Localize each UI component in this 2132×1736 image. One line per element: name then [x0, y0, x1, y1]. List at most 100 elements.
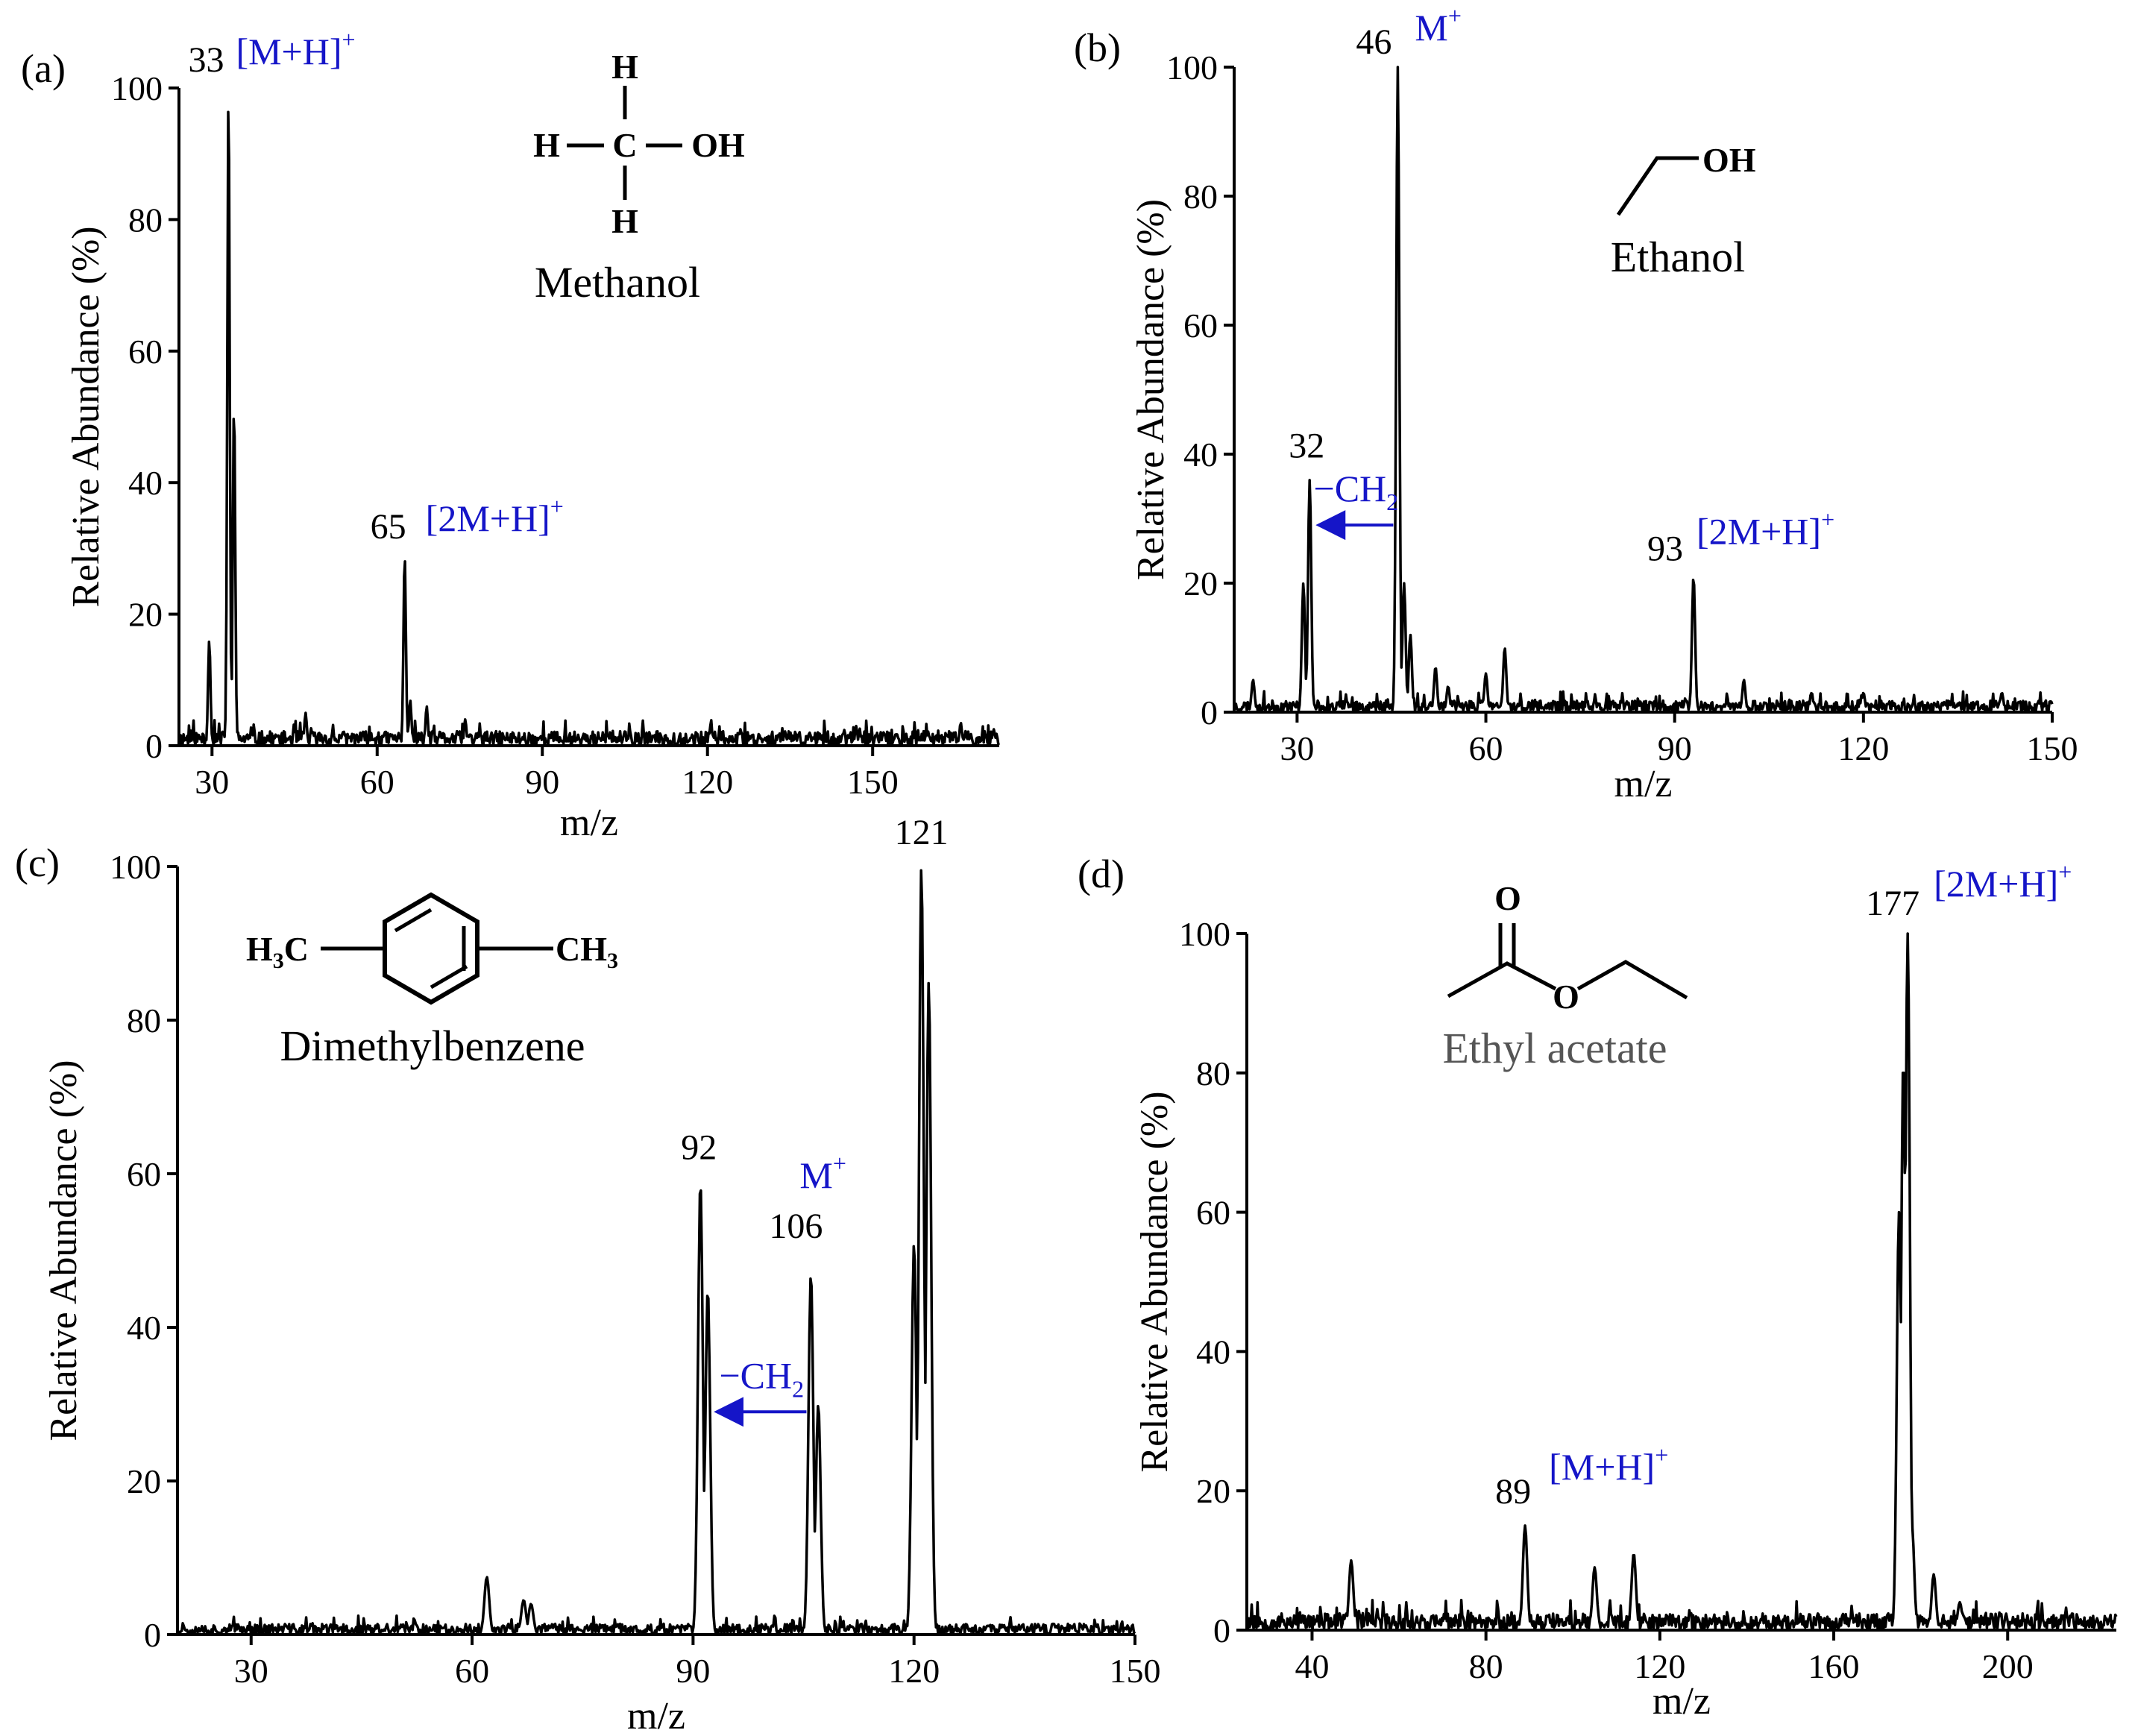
ion-formula: M — [799, 1154, 832, 1196]
y-tick-label: 40 — [127, 1309, 161, 1347]
x-tick-label: 60 — [360, 763, 394, 801]
x-tick-label: 120 — [1837, 729, 1889, 767]
y-tick-label: 60 — [127, 1155, 161, 1193]
y-tick-label: 0 — [144, 1616, 161, 1654]
structure-atom: CH3 — [556, 930, 618, 973]
loss-formula: −CH — [719, 1354, 792, 1396]
x-axis-label: m/z — [1614, 763, 1673, 805]
loss-subscript: 2 — [792, 1375, 804, 1402]
x-tick-label: 200 — [1982, 1647, 2034, 1685]
ion-charge: + — [2058, 858, 2072, 885]
structure-atom: C — [612, 126, 637, 164]
peak-mz-label: 121 — [895, 813, 949, 852]
peak-mz-label: 46 — [1356, 22, 1392, 62]
panel-d: (d) O O Ethyl acetate 0 20 40 60 80 100 40 80 12… — [1078, 852, 2118, 1723]
panel-label: (d) — [1078, 852, 1125, 896]
y-tick-label: 40 — [1196, 1333, 1230, 1371]
ion-label: [2M+H]+ — [426, 493, 564, 539]
ion-label: [2M+H]+ — [1934, 858, 2072, 905]
y-axis-label: Relative Abundance (%) — [1130, 199, 1172, 580]
panel-label: (a) — [21, 46, 66, 91]
ion-formula: [2M+H] — [426, 497, 550, 539]
y-tick-label: 100 — [111, 69, 163, 107]
loss-label: −CH2 — [719, 1354, 804, 1402]
x-axis-label: m/z — [560, 802, 618, 844]
ion-formula: M — [1415, 7, 1447, 48]
compound-name: Ethanol — [1611, 233, 1745, 281]
structure-atom: H — [611, 48, 638, 86]
y-axis-label: Relative Abundance (%) — [1133, 1091, 1176, 1472]
peak-mz-label: 65 — [371, 507, 406, 547]
structure-atom: H — [533, 126, 560, 164]
x-tick-label: 30 — [1280, 729, 1314, 767]
structure-atom: O — [1494, 879, 1521, 917]
bond-line — [394, 908, 433, 933]
panel-a: (a) H H C OH H Methanol 0 20 40 60 80 100 30 60… — [21, 26, 1001, 844]
spectrum-trace — [177, 869, 1136, 1636]
benzene-ring — [383, 892, 479, 1005]
ethanol-structure: OH — [1616, 141, 1756, 216]
peak-mz-label: 93 — [1647, 529, 1683, 568]
ion-label: [2M+H]+ — [1697, 506, 1834, 552]
ion-formula: [M+H] — [1549, 1446, 1655, 1488]
x-tick-label: 160 — [1808, 1647, 1860, 1685]
x-tick-label: 30 — [234, 1652, 268, 1690]
ion-charge: + — [1448, 2, 1462, 29]
y-tick-label: 60 — [1183, 306, 1218, 345]
y-axis-label: Relative Abundance (%) — [43, 1060, 85, 1441]
ion-charge: + — [1655, 1441, 1668, 1468]
y-tick-label: 80 — [1196, 1054, 1230, 1092]
y-tick-label: 80 — [128, 201, 163, 239]
methanol-structure: H H C OH H — [533, 48, 745, 240]
spectrum-trace — [1245, 932, 2118, 1632]
compound-name: Dimethylbenzene — [280, 1022, 585, 1070]
y-tick-label: 20 — [127, 1462, 161, 1500]
x-tick-label: 80 — [1469, 1647, 1503, 1685]
panel-b: (b) OH Ethanol 0 20 40 60 80 100 30 60 90 120 150 m… — [1074, 2, 2078, 805]
y-tick-label: 40 — [1183, 435, 1218, 474]
x-tick-label: 150 — [847, 763, 899, 801]
peak-mz-label: 32 — [1289, 427, 1324, 466]
y-axis-label: Relative Abundance (%) — [65, 226, 107, 607]
ion-label: M+ — [799, 1150, 846, 1196]
loss-subscript: 2 — [1386, 488, 1398, 515]
x-axis-label: m/z — [627, 1695, 685, 1736]
x-tick-label: 90 — [525, 763, 559, 801]
ethyl-acetate-structure: O O — [1447, 879, 1688, 1016]
y-tick-label: 0 — [145, 727, 163, 765]
x-tick-label: 90 — [676, 1652, 710, 1690]
x-tick-label: 150 — [2027, 729, 2078, 767]
peak-mz-label: 33 — [188, 40, 224, 80]
ion-charge: + — [342, 26, 356, 53]
loss-formula: −CH — [1314, 468, 1387, 509]
ion-formula: [2M+H] — [1934, 863, 2058, 905]
spectrum-trace — [177, 110, 1001, 747]
bond-line — [1616, 156, 1699, 216]
y-tick-label: 80 — [127, 1001, 161, 1040]
loss-label: −CH2 — [1314, 468, 1399, 515]
peak-mz-label: 106 — [769, 1207, 823, 1246]
y-tick-label: 80 — [1183, 177, 1218, 216]
structure-atom: OH — [1702, 141, 1756, 179]
x-tick-label: 30 — [195, 763, 229, 801]
y-tick-label: 0 — [1213, 1611, 1230, 1649]
x-tick-label: 120 — [1634, 1647, 1685, 1685]
ion-label: M+ — [1415, 2, 1462, 48]
compound-name: Ethyl acetate — [1442, 1024, 1667, 1072]
y-tick-label: 60 — [1196, 1194, 1230, 1232]
y-tick-label: 20 — [1183, 564, 1218, 603]
y-tick-label: 20 — [1196, 1472, 1230, 1510]
x-tick-label: 90 — [1658, 729, 1692, 767]
panel-label: (c) — [15, 840, 60, 885]
x-tick-label: 60 — [1469, 729, 1503, 767]
peak-mz-label: 177 — [1866, 884, 1919, 923]
panel-label: (b) — [1074, 25, 1121, 70]
y-tick-label: 100 — [1166, 48, 1218, 87]
x-tick-label: 120 — [682, 763, 733, 801]
compound-name: Methanol — [535, 258, 700, 306]
ion-charge: + — [1821, 506, 1834, 532]
x-axis-label: m/z — [1653, 1680, 1711, 1723]
dimethylbenzene-structure: H3C CH3 — [246, 892, 618, 1005]
panel-c: (c) H3C CH3 Dimethylbenzene 0 20 40 60 80 100… — [15, 813, 1161, 1736]
structure-atom: O — [1553, 978, 1579, 1016]
